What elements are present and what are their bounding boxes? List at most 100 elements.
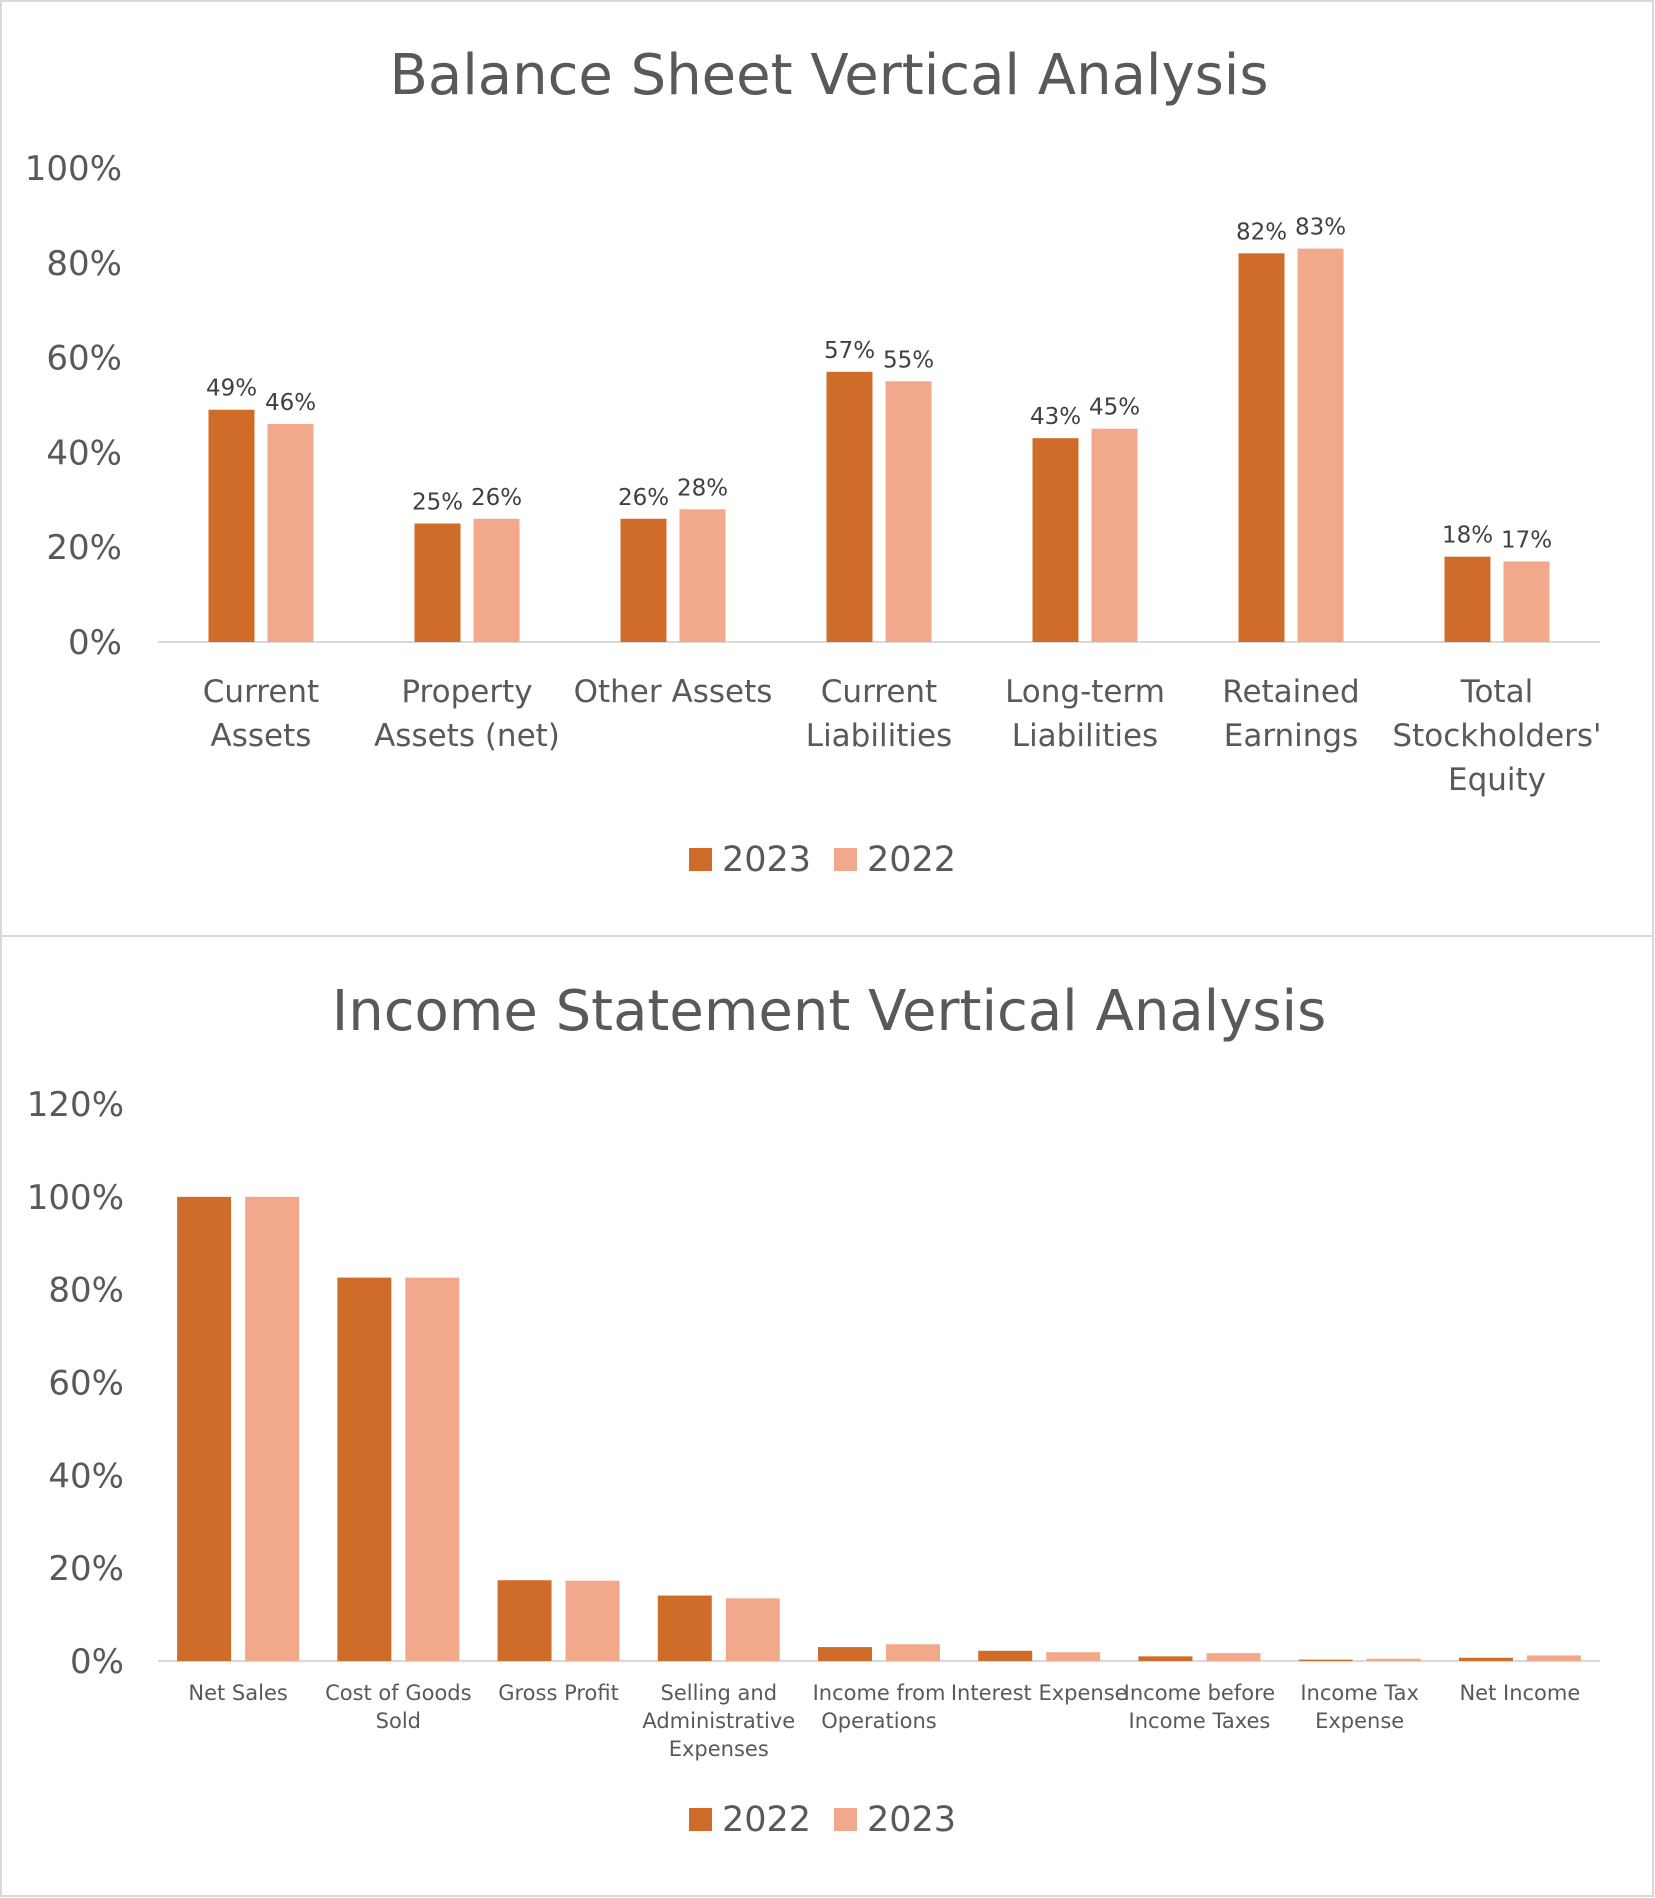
bar-2023-7 [1444,556,1491,642]
bar-2022-7 [1503,561,1550,642]
legend-label: 2023 [867,1800,956,1840]
chart-title: Balance Sheet Vertical Analysis [390,43,1269,108]
category-label: Other Assets [574,674,773,710]
chart-1: Balance Sheet Vertical Analysis 0% 20% 40% 6… [0,0,1654,937]
category-label-line: Income Tax [1300,1681,1419,1705]
y-tick-label: 0% [70,1642,124,1682]
bar-2022-3 [679,509,726,642]
data-label: 43% [1030,404,1081,430]
bar-2022-5 [818,1647,872,1661]
data-label: 55% [883,347,934,373]
bar-2022-7 [1138,1656,1193,1661]
bar-2023-3 [565,1580,620,1661]
y-tick-label: 100% [27,1178,124,1218]
category-label: Selling and Administrative Expenses [642,1681,795,1761]
data-label: 45% [1089,395,1140,421]
bar-2023-6 [1238,253,1285,642]
y-tick-label: 80% [46,244,122,284]
category-label-line: Net Sales [188,1681,287,1705]
category-label-line: Interest Expense [951,1681,1128,1705]
category-label-line: Expense [1315,1709,1404,1733]
category-label: Current Liabilities [806,674,952,754]
category-label-line: Net Income [1459,1681,1580,1705]
data-label: 82% [1236,219,1287,245]
category-label-line: Income Taxes [1129,1709,1271,1733]
y-tick-label: 60% [46,339,122,379]
bar-2022-9 [1458,1657,1513,1661]
category-label-line: Liabilities [806,718,952,754]
data-label: 26% [471,485,522,511]
legend: 2023 2022 [689,840,956,880]
y-tick-label: 20% [48,1549,124,1589]
y-tick-label: 120% [27,1085,124,1125]
category-label-line: Gross Profit [498,1681,619,1705]
category-label-line: Current [821,674,937,710]
category-label: Total Stockholders' Equity [1392,674,1601,798]
legend-label: 2022 [722,1800,811,1840]
data-label: 25% [412,490,463,516]
y-tick-label: 20% [46,528,122,568]
data-label: 83% [1295,215,1346,241]
category-label-line: Other Assets [574,674,773,710]
category-label-line: Total [1460,674,1533,710]
bar-2023-8 [1366,1658,1421,1661]
bar-2022-4 [657,1595,712,1661]
bar-2022-6 [978,1650,1033,1661]
category-label-line: Operations [821,1709,936,1733]
y-tick-label: 100% [25,149,122,189]
y-tick-label: 40% [46,433,122,473]
chart-title: Income Statement Vertical Analysis [332,979,1327,1044]
legend-swatch-2022 [834,848,857,871]
category-label: Income before Income Taxes [1124,1681,1276,1733]
category-label: Interest Expense [951,1681,1128,1705]
bar-2023-5 [1032,438,1079,642]
bar-2022-5 [1091,428,1138,642]
category-label-line: Property [401,674,532,710]
category-label: Income Tax Expense [1300,1681,1419,1733]
category-label: Net Sales [188,1681,287,1705]
category-label-line: Sold [376,1709,421,1733]
bar-2023-1 [208,409,255,642]
bar-2022-2 [337,1277,392,1661]
bar-2023-9 [1526,1655,1581,1661]
y-tick-label: 40% [48,1456,124,1496]
category-label-line: Cost of Goods [325,1681,472,1705]
bar-2022-4 [885,381,932,642]
y-tick-label: 60% [48,1364,124,1404]
category-label: Gross Profit [498,1681,619,1705]
category-label-line: Assets (net) [374,718,560,754]
bar-2023-2 [414,523,461,642]
bar-2023-6 [1046,1652,1101,1661]
data-label: 26% [618,485,669,511]
category-label-line: Selling and [660,1681,777,1705]
category-label-line: Retained [1222,674,1359,710]
category-label-line: Income before [1124,1681,1276,1705]
data-label: 49% [206,376,257,402]
bar-2023-2 [405,1277,460,1661]
data-label: 57% [824,338,875,364]
legend-label: 2023 [722,840,811,880]
bar-2023-4 [725,1598,780,1661]
category-label: Long-term Liabilities [1005,674,1165,754]
bar-2023-1 [245,1196,300,1661]
category-label-line: Administrative [642,1709,795,1733]
category-label-line: Stockholders' [1392,718,1601,754]
chart-2: Income Statement Vertical Analysis 0% 20% 4… [0,935,1654,1897]
category-label-line: Equity [1448,762,1546,798]
category-label: Property Assets (net) [374,674,560,754]
data-label: 17% [1501,527,1552,553]
legend: 2022 2023 [689,1800,956,1840]
data-label: 28% [677,475,728,501]
category-label-line: Assets [211,718,312,754]
y-tick-label: 80% [48,1271,124,1311]
category-label-line: Expenses [669,1737,769,1761]
category-label-line: Earnings [1224,718,1359,754]
bar-2023-5 [886,1644,940,1661]
y-tick-label: 0% [68,623,122,663]
bar-2022-6 [1297,248,1344,642]
bar-2022-3 [497,1580,552,1661]
category-label: Current Assets [203,674,319,754]
bar-2023-4 [826,371,873,642]
